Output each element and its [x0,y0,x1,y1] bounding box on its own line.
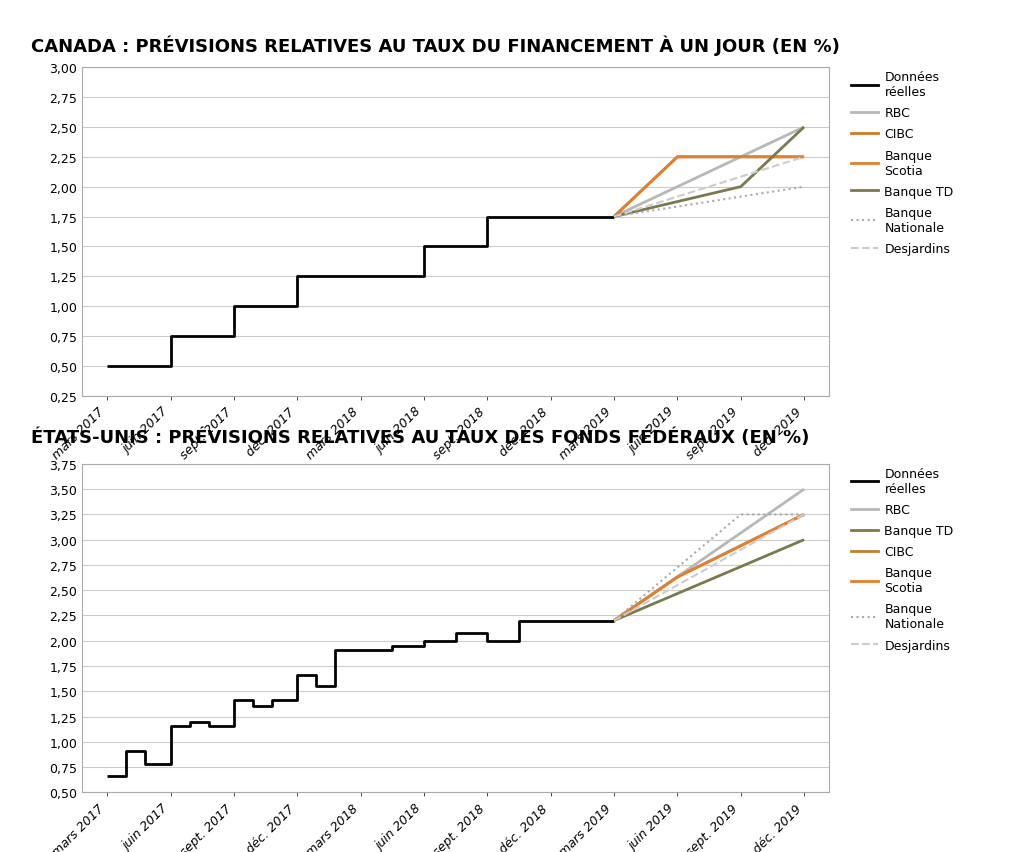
Text: CANADA : PRÉVISIONS RELATIVES AU TAUX DU FINANCEMENT À UN JOUR (EN %): CANADA : PRÉVISIONS RELATIVES AU TAUX DU… [31,36,840,56]
Legend: Données
réelles, RBC, Banque TD, CIBC, Banque
Scotia, Banque
Nationale, Desjardi: Données réelles, RBC, Banque TD, CIBC, B… [851,467,953,652]
Legend: Données
réelles, RBC, CIBC, Banque
Scotia, Banque TD, Banque
Nationale, Desjardi: Données réelles, RBC, CIBC, Banque Scoti… [851,71,953,256]
Text: ÉTATS-UNIS : PRÉVISIONS RELATIVES AU TAUX DES FONDS FÉDÉRAUX (EN %): ÉTATS-UNIS : PRÉVISIONS RELATIVES AU TAU… [31,428,809,446]
